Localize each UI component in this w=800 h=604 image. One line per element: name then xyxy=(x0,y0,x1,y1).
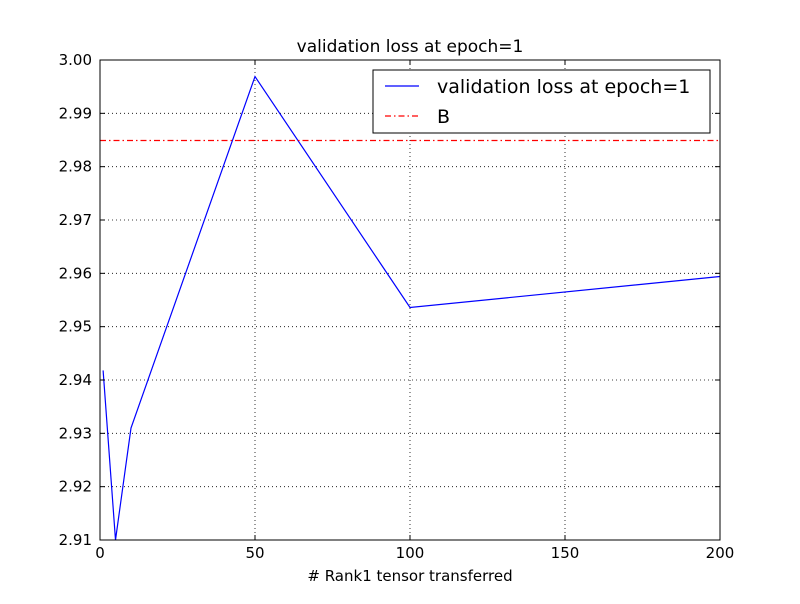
legend-label-validation-loss: validation loss at epoch=1 xyxy=(437,76,690,98)
y-tick-label: 2.92 xyxy=(59,478,92,496)
y-tick-label: 2.98 xyxy=(59,158,92,176)
y-tick-label: 2.94 xyxy=(59,371,92,389)
y-tick-label: 3.00 xyxy=(59,51,92,69)
y-tick-label: 2.91 xyxy=(59,531,92,549)
x-axis-label: # Rank1 tensor transferred xyxy=(307,567,512,585)
chart-title: validation loss at epoch=1 xyxy=(297,37,524,57)
x-tick-label: 50 xyxy=(245,544,264,562)
axis-ticks: 0 50 100 150 200 2.91 2.92 2.93 2.94 2.95 2.96 2.97… xyxy=(59,51,735,562)
y-tick-label: 2.99 xyxy=(59,104,92,122)
legend-label-b: B xyxy=(437,106,450,128)
x-tick-label: 100 xyxy=(396,544,425,562)
x-tick-label: 0 xyxy=(95,544,105,562)
legend: validation loss at epoch=1 B xyxy=(372,69,711,134)
y-tick-label: 2.97 xyxy=(59,211,92,229)
series-group xyxy=(100,75,721,541)
y-tick-label: 2.93 xyxy=(59,424,92,442)
legend-box xyxy=(372,69,711,134)
y-tick-label: 2.95 xyxy=(59,318,92,336)
series-line-validation-loss xyxy=(102,75,721,541)
x-tick-label: 150 xyxy=(551,544,580,562)
x-tick-label: 200 xyxy=(706,544,735,562)
y-tick-label: 2.96 xyxy=(59,264,92,282)
